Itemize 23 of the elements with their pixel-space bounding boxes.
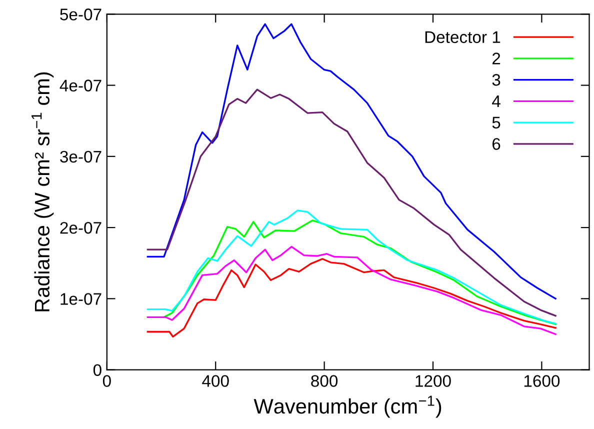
line-series (146, 23, 556, 300)
legend-label: Detector 1 (425, 31, 500, 44)
line-series (146, 246, 556, 336)
y-tick-label: 3e-07 (60, 150, 102, 163)
x-tick-label: 800 (311, 375, 338, 387)
x-tick-label: 1600 (524, 375, 560, 387)
x-tick-label: 1200 (416, 375, 451, 387)
y-tick-label: 1e-07 (60, 293, 102, 305)
legend-label: 3 (492, 74, 500, 86)
x-tick-label: 0 (102, 375, 111, 387)
legend-label: 2 (492, 52, 500, 64)
y-tick-label: 0 (93, 364, 102, 376)
line-series (146, 88, 556, 317)
x-tick-label: 400 (202, 375, 229, 387)
legend-label: 4 (492, 96, 500, 108)
legend-label: 6 (492, 138, 500, 150)
y-axis-title: Radiance (W cm² sr$^{−1}$ cm) (32, 72, 54, 312)
y-tick-label: 2e-07 (60, 222, 102, 234)
y-tick-label: 5e-07 (60, 8, 102, 20)
line-series (146, 258, 556, 338)
y-tick-label: 4e-07 (60, 80, 102, 92)
legend-label: 5 (492, 116, 500, 129)
x-axis-title: Wavenumber (cm$^{−1}$) (254, 396, 442, 418)
